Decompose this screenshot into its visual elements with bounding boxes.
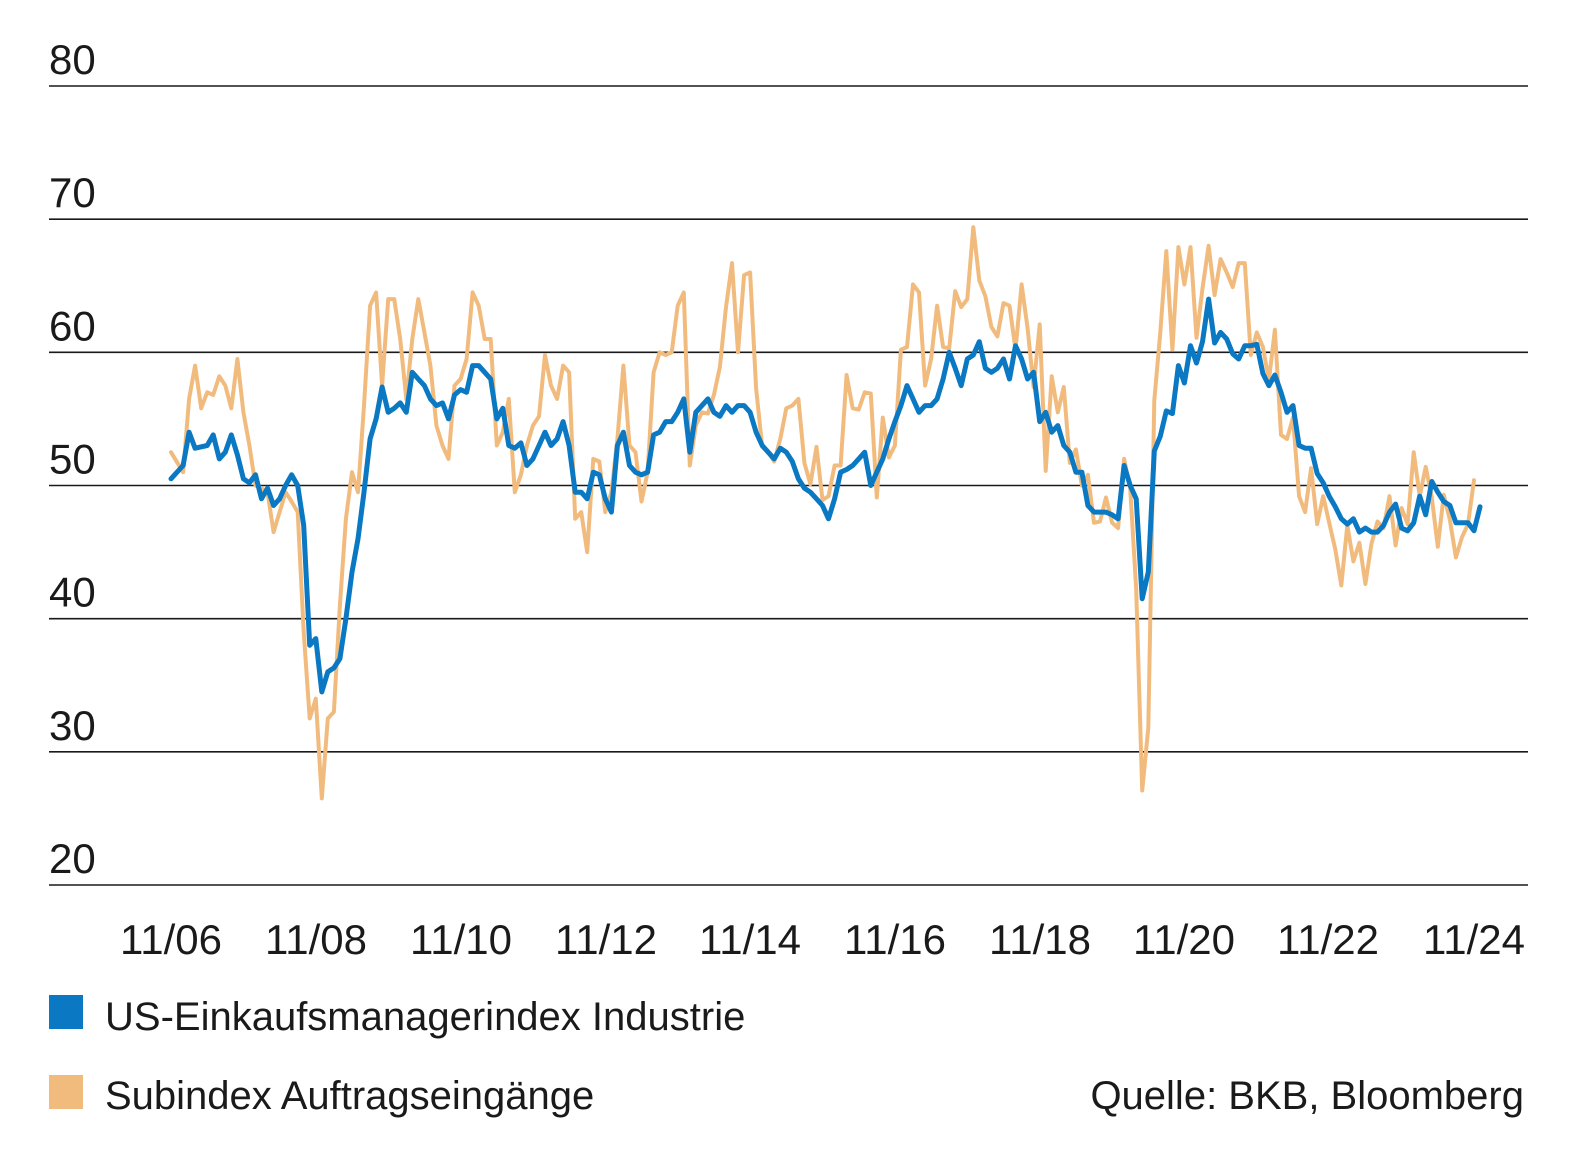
- x-axis-tick-labels: 11/06 11/08 11/10 11/12 11/14 11/16 11/18 11/20…: [120, 916, 1525, 963]
- x-tick-label: 11/18: [989, 916, 1091, 963]
- series-lines: [168, 225, 1483, 801]
- legend-label-orders: Subindex Auftragseingänge: [105, 1074, 594, 1118]
- legend-label-pmi: US-Einkaufsmanagerindex Industrie: [105, 995, 745, 1039]
- x-tick-label: 11/12: [555, 916, 657, 963]
- series-line-pmi-industrie: [168, 296, 1483, 695]
- y-tick-label: 80: [49, 36, 96, 83]
- y-tick-label: 30: [49, 702, 96, 749]
- y-tick-label: 40: [49, 569, 96, 616]
- x-tick-label: 11/10: [410, 916, 512, 963]
- legend-swatch-pmi: [49, 995, 83, 1029]
- y-tick-label: 20: [49, 835, 96, 882]
- x-tick-label: 11/16: [844, 916, 946, 963]
- legend: US-Einkaufsmanagerindex Industrie Subind…: [49, 995, 745, 1118]
- x-tick-label: 11/06: [120, 916, 222, 963]
- y-tick-label: 70: [49, 169, 96, 216]
- legend-swatch-orders: [49, 1075, 83, 1109]
- x-tick-label: 11/20: [1133, 916, 1235, 963]
- source-note: Quelle: BKB, Bloomberg: [1090, 1074, 1524, 1118]
- y-tick-label: 50: [49, 436, 96, 483]
- x-tick-label: 11/22: [1277, 916, 1379, 963]
- series-line-auftragseingaenge: [169, 225, 1476, 801]
- gridlines: [49, 85, 1528, 886]
- x-tick-label: 11/08: [265, 916, 367, 963]
- y-axis-tick-labels: 80 70 60 50 40 30 20: [49, 36, 96, 882]
- x-tick-label: 11/24: [1423, 916, 1525, 963]
- x-tick-label: 11/14: [699, 916, 801, 963]
- y-tick-label: 60: [49, 302, 96, 349]
